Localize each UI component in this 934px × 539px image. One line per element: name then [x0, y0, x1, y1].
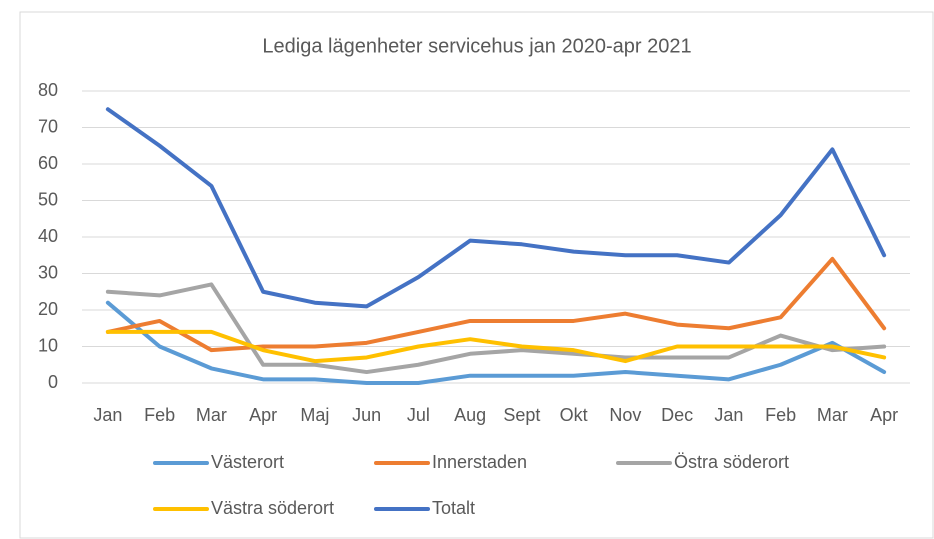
- x-tick-label: Apr: [870, 405, 898, 425]
- x-tick-label: Jan: [93, 405, 122, 425]
- x-tick-label: Nov: [609, 405, 641, 425]
- x-tick-label: Apr: [249, 405, 277, 425]
- y-tick-label: 20: [38, 299, 58, 319]
- legend-label: Västra söderort: [211, 498, 334, 518]
- x-tick-label: Feb: [765, 405, 796, 425]
- x-tick-label: Jan: [714, 405, 743, 425]
- x-tick-label: Okt: [560, 405, 588, 425]
- series-line: [105, 107, 887, 309]
- series-line: [105, 300, 887, 385]
- x-tick-label: Maj: [300, 405, 329, 425]
- legend-label: Innerstaden: [432, 452, 527, 472]
- legend-label: Östra söderort: [674, 452, 789, 472]
- series-line: [105, 256, 887, 353]
- y-tick-label: 50: [38, 189, 58, 209]
- x-tick-label: Sept: [503, 405, 540, 425]
- x-tick-label: Jun: [352, 405, 381, 425]
- legend-label: Västerort: [211, 452, 284, 472]
- x-tick-label: Mar: [817, 405, 848, 425]
- x-tick-label: Dec: [661, 405, 693, 425]
- chart-border: [19, 11, 934, 539]
- y-tick-label: 10: [38, 335, 58, 355]
- y-tick-label: 70: [38, 116, 58, 136]
- y-tick-label: 0: [48, 372, 58, 392]
- x-tick-label: Feb: [144, 405, 175, 425]
- x-tick-label: Aug: [454, 405, 486, 425]
- legend-label: Totalt: [432, 498, 475, 518]
- y-tick-label: 30: [38, 262, 58, 282]
- y-tick-label: 40: [38, 226, 58, 246]
- x-tick-label: Jul: [407, 405, 430, 425]
- y-tick-label: 60: [38, 153, 58, 173]
- y-tick-label: 80: [38, 80, 58, 100]
- series-line: [105, 329, 887, 364]
- x-tick-label: Mar: [196, 405, 227, 425]
- chart-title: Lediga lägenheter servicehus jan 2020-ap…: [262, 35, 691, 57]
